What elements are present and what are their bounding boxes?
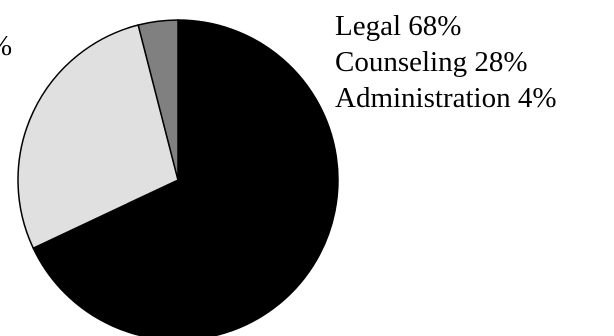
legend-item-administration: Administration 4% xyxy=(335,82,557,114)
pie-slice-legal xyxy=(32,19,339,336)
legend-item-counseling: Counseling 28% xyxy=(335,46,528,78)
pie-slice-administration xyxy=(137,19,179,181)
pie-slice-counseling xyxy=(17,24,179,250)
clipped-label: % xyxy=(0,30,12,63)
legend-item-legal: Legal 68% xyxy=(335,10,462,42)
chart-legend: Legal 68% Counseling 28% Administration … xyxy=(335,8,557,116)
